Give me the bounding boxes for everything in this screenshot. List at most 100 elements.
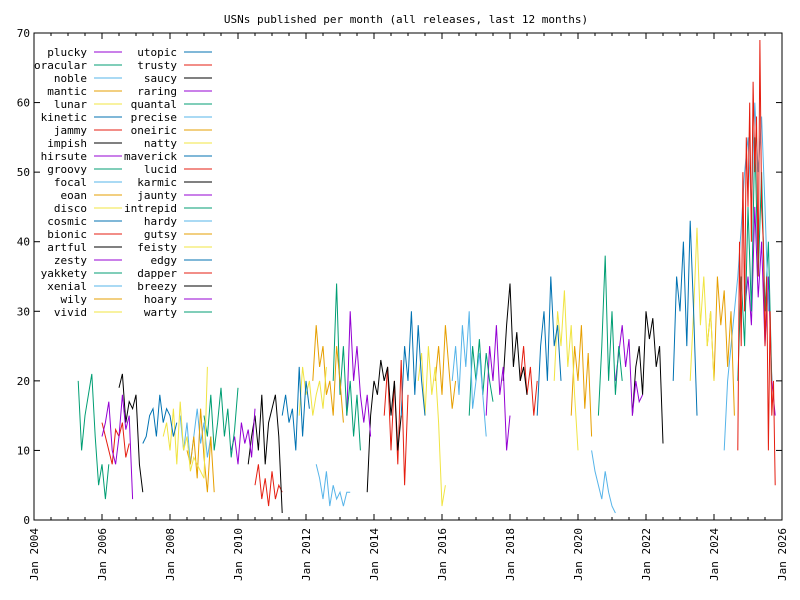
series-line-dapper — [101, 422, 130, 465]
series-line-focal — [591, 450, 616, 514]
legend-label-yakkety: yakkety — [41, 267, 88, 280]
legend-label-utopic: utopic — [137, 46, 177, 59]
legend-label-focal: focal — [54, 176, 87, 189]
series-line-jaunty — [230, 408, 256, 465]
x-tick-label: Jan 2010 — [232, 528, 245, 581]
legend-label-oneiric: oneiric — [131, 124, 177, 137]
series-line-hirsute — [614, 325, 644, 416]
x-tick-label: Jan 2018 — [504, 528, 517, 581]
chart-title: USNs published per month (all releases, … — [224, 13, 588, 26]
series-line-gutsy — [186, 408, 215, 493]
series-line-mantic — [706, 276, 735, 416]
legend-label-mantic: mantic — [47, 85, 87, 98]
legend-label-warty: warty — [144, 306, 177, 319]
legend-label-eoan: eoan — [61, 189, 88, 202]
y-axis: 0 10 20 30 40 50 60 70 — [17, 27, 782, 527]
series-line-oneiric — [312, 325, 344, 423]
legend-label-breezy: breezy — [137, 280, 177, 293]
series-line-raring — [346, 311, 372, 437]
series-line-breezy — [118, 373, 144, 493]
series-line-feisty — [162, 366, 208, 479]
y-tick-label: 0 — [23, 514, 30, 527]
x-axis: Jan 2004 Jan 2006 Jan 2008 Jan 2010 Jan 2012… — [28, 33, 789, 581]
series-line-edgy — [142, 394, 178, 444]
legend-label-lucid: lucid — [144, 163, 177, 176]
legend-label-impish: impish — [47, 137, 87, 150]
series-line-natty — [298, 366, 327, 416]
legend-label-cosmic: cosmic — [47, 215, 87, 228]
legend-label-jaunty: jaunty — [137, 189, 177, 202]
y-tick-label: 70 — [17, 27, 30, 40]
series-line-eoan — [570, 325, 593, 437]
legend-label-raring: raring — [137, 85, 177, 98]
series-line-lucid — [254, 464, 283, 507]
series-line-jammy — [737, 39, 776, 486]
series-line-kinetic — [672, 220, 698, 416]
series-line-warty — [77, 373, 110, 500]
series-line-disco — [553, 290, 579, 451]
y-tick-label: 30 — [17, 305, 30, 318]
x-tick-label: Jan 2016 — [436, 528, 449, 581]
y-tick-label: 50 — [17, 166, 30, 179]
legend-label-natty: natty — [144, 137, 177, 150]
series-line-lunar — [689, 227, 715, 381]
legend-label-saucy: saucy — [144, 72, 177, 85]
series-lines — [77, 39, 776, 514]
series-line-maverick — [281, 366, 310, 451]
x-tick-label: Jan 2008 — [164, 528, 177, 581]
legend-label-zesty: zesty — [54, 254, 87, 267]
legend-label-gutsy: gutsy — [144, 228, 177, 241]
series-line-karmic — [247, 394, 283, 514]
series-line-bionic — [519, 346, 538, 416]
series-line-utopic — [400, 311, 426, 416]
series-line-hardy — [179, 408, 212, 465]
x-tick-label: Jan 2004 — [28, 528, 41, 581]
legend-label-xenial: xenial — [47, 280, 87, 293]
legend-label-trusty: trusty — [137, 59, 177, 72]
x-tick-label: Jan 2022 — [640, 528, 653, 581]
series-line-wily — [434, 325, 457, 409]
y-tick-label: 10 — [17, 444, 30, 457]
legend-label-jammy: jammy — [54, 124, 87, 137]
legend-label-lunar: lunar — [54, 98, 87, 111]
legend-label-precise: precise — [131, 111, 177, 124]
x-tick-label: Jan 2024 — [708, 528, 721, 581]
y-tick-label: 20 — [17, 375, 30, 388]
legend-label-maverick: maverick — [124, 150, 177, 163]
series-line-groovy — [597, 255, 623, 416]
legend-label-karmic: karmic — [137, 176, 177, 189]
legend-label-intrepid: intrepid — [124, 202, 177, 215]
series-line-precise — [315, 464, 351, 507]
x-tick-label: Jan 2026 — [776, 528, 789, 581]
y-tick-label: 60 — [17, 97, 30, 110]
x-tick-label: Jan 2020 — [572, 528, 585, 581]
legend-label-bionic: bionic — [47, 228, 87, 241]
legend-label-plucky: plucky — [47, 46, 87, 59]
legend-label-artful: artful — [47, 241, 87, 254]
legend-label-groovy: groovy — [47, 163, 87, 176]
legend-label-dapper: dapper — [137, 267, 177, 280]
y-tick-label: 40 — [17, 236, 30, 249]
series-line-cosmic — [536, 276, 562, 416]
legend-label-disco: disco — [54, 202, 87, 215]
legend-label-hardy: hardy — [144, 215, 177, 228]
x-tick-label: Jan 2006 — [96, 528, 109, 581]
series-line-saucy — [366, 359, 402, 493]
legend-label-hoary: hoary — [144, 293, 177, 306]
legend-label-oracular: oracular — [34, 59, 87, 72]
legend-label-noble: noble — [54, 72, 87, 85]
series-line-intrepid — [203, 387, 239, 458]
legend-label-kinetic: kinetic — [41, 111, 87, 124]
legend-label-edgy: edgy — [151, 254, 178, 267]
legend-label-hirsute: hirsute — [41, 150, 87, 163]
legend-label-quantal: quantal — [131, 98, 177, 111]
legend-label-vivid: vivid — [54, 306, 87, 319]
series-line-artful — [502, 283, 528, 395]
series-line-zesty — [485, 325, 511, 451]
series-line-quantal — [332, 283, 361, 451]
legend: pluckyoracularnoblemanticlunarkineticjam… — [34, 46, 212, 319]
series-line-xenial — [451, 311, 487, 437]
series-line-hoary — [101, 394, 134, 500]
legend-label-feisty: feisty — [137, 241, 177, 254]
